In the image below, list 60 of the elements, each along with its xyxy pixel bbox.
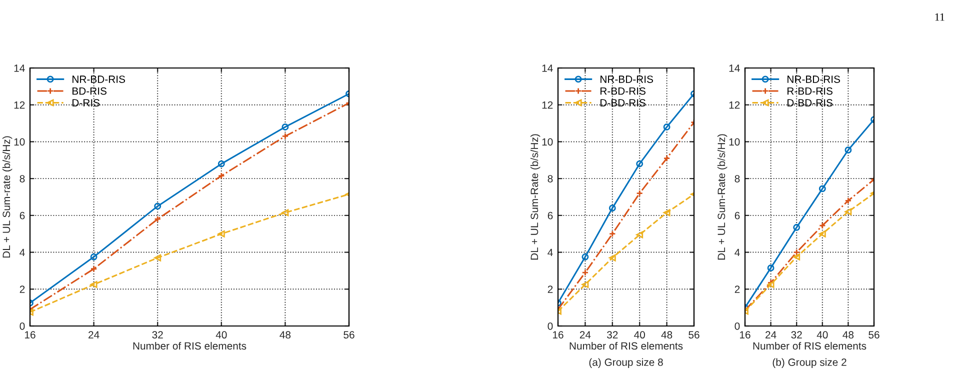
y-tick-label: 14 (729, 64, 740, 72)
legend-label: R-BD-RIS (600, 87, 646, 95)
x-tick-label: 24 (766, 331, 776, 338)
x-tick-label: 16 (553, 331, 564, 339)
y-tick-label: 10 (542, 138, 553, 146)
y-tick-label: 2 (20, 286, 25, 293)
x-tick-label: 56 (868, 331, 880, 339)
y-tick-label: 12 (14, 101, 25, 109)
x-tick-label: 32 (152, 331, 163, 339)
legend-label: NR-BD-RIS (72, 76, 126, 83)
x-tick-label: 40 (634, 331, 645, 339)
x-tick-label: 56 (344, 331, 354, 339)
y-axis-title: DL + UL Sum-rate (b/s/Hz) (2, 136, 12, 258)
x-tick-label: 40 (816, 331, 828, 339)
y-tick-label: 4 (548, 248, 553, 256)
legend-label: BD-RIS (72, 87, 106, 95)
legend-label: D-BD-RIS (788, 99, 832, 107)
x-axis-title: Number of RIS elements (570, 342, 683, 350)
y-axis-title: DL + UL Sum-Rate (b/s/Hz) (717, 134, 728, 260)
text: (b) Group size 2 (772, 358, 846, 368)
y-tick-label: 2 (548, 286, 553, 293)
x-tick-label: 32 (791, 331, 802, 339)
x-tick-label: 16 (740, 331, 750, 339)
x-tick-label: 48 (842, 331, 854, 339)
x-tick-label: 40 (216, 331, 227, 339)
x-tick-label: 32 (607, 331, 618, 339)
y-tick-label: 8 (548, 175, 553, 182)
y-tick-label: 10 (14, 138, 25, 146)
text: (a) Group size 8 (589, 358, 663, 368)
y-tick-label: 10 (729, 138, 740, 146)
legend-label: D-RIS (72, 99, 100, 107)
y-tick-label: 6 (734, 212, 740, 220)
y-tick-label: 0 (734, 322, 740, 330)
y-tick-label: 8 (734, 175, 740, 182)
y-axis-title: DL + UL Sum-Rate (b/s/Hz) (530, 134, 540, 260)
x-tick-label: 24 (580, 331, 591, 338)
x-tick-label: 24 (88, 331, 100, 338)
y-tick-label: 0 (20, 322, 25, 330)
y-tick-label: 4 (734, 248, 740, 256)
y-tick-label: 0 (548, 322, 553, 330)
x-tick-label: 48 (280, 331, 291, 339)
y-tick-label: 8 (20, 175, 25, 182)
legend-label: NR-BD-RIS (788, 76, 840, 83)
x-tick-label: 48 (661, 331, 672, 339)
y-tick-label: 14 (14, 64, 25, 72)
legend-label: NR-BD-RIS (600, 76, 654, 83)
x-axis-title: Number of RIS elements (753, 342, 866, 350)
x-tick-label: 56 (688, 331, 700, 339)
legend-label: D-BD-RIS (600, 99, 646, 107)
legend-label: R-BD-RIS (788, 87, 832, 95)
x-tick-label: 16 (25, 331, 36, 339)
y-tick-label: 4 (20, 248, 25, 256)
x-axis-title: Number of RIS elements (133, 342, 246, 350)
y-tick-label: 12 (542, 101, 553, 109)
y-tick-label: 12 (729, 101, 740, 109)
y-tick-label: 6 (548, 212, 553, 220)
text: 11 (935, 13, 944, 21)
y-tick-label: 2 (734, 286, 740, 293)
y-tick-label: 14 (542, 64, 553, 72)
y-tick-label: 6 (20, 212, 25, 220)
